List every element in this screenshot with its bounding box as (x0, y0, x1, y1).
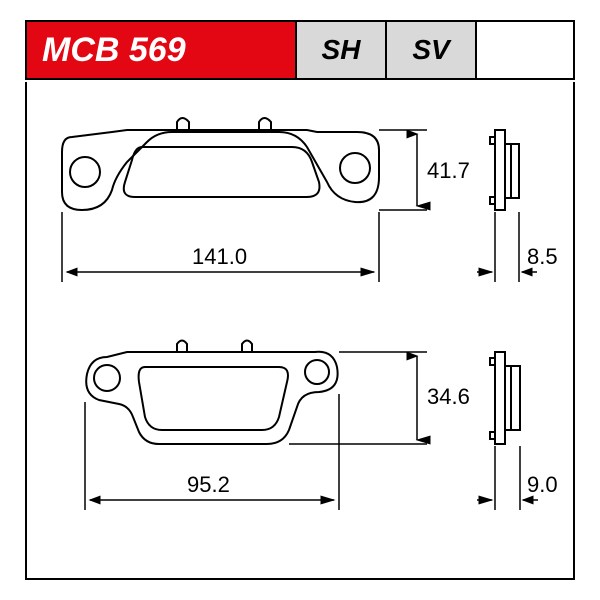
tag-sv: SV (387, 22, 477, 78)
pad-top-side (490, 130, 519, 210)
dim-top-height (379, 130, 427, 210)
dim-top-thick-label: 8.5 (527, 244, 558, 269)
drawing-svg: 41.7 141.0 (27, 82, 573, 578)
pad-bottom-front (86, 341, 337, 445)
dim-bot-width-label: 95.2 (187, 472, 230, 497)
header-bar: MCB 569 SH SV (25, 20, 575, 80)
dim-bot-height (289, 352, 427, 444)
technical-drawing: 41.7 141.0 (25, 82, 575, 580)
part-number: MCB 569 (27, 22, 297, 78)
dim-bot-height-label: 34.6 (427, 384, 470, 409)
page: MCB 569 SH SV (0, 0, 600, 600)
dim-top-width-label: 141.0 (192, 244, 247, 269)
tag-sh: SH (297, 22, 387, 78)
dim-bot-thick-label: 9.0 (527, 472, 558, 497)
header-blank (477, 22, 573, 78)
pad-bottom-side (490, 352, 520, 444)
pad-top-front (62, 118, 379, 210)
dim-top-height-label: 41.7 (427, 158, 470, 183)
